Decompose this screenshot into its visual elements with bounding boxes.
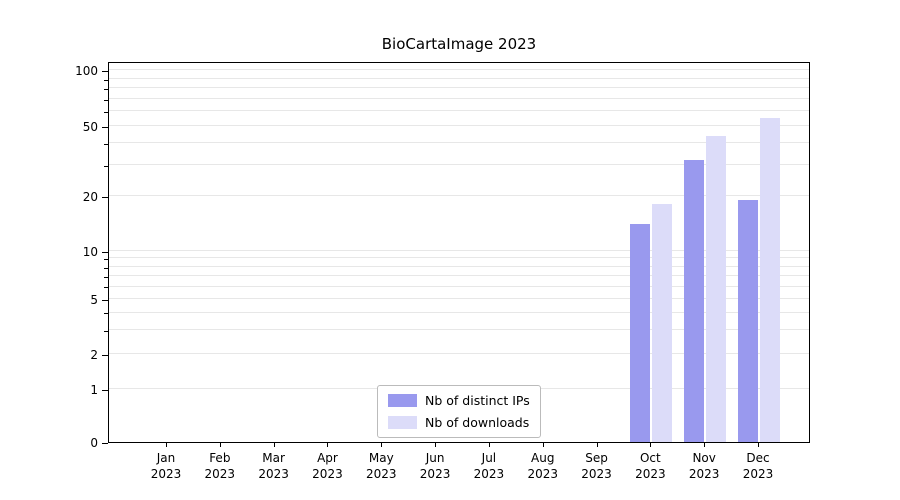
y-tick-label-50: 50 [82,120,98,135]
y-minor-tick-mark [104,330,108,332]
y-tick-label-2: 2 [90,347,98,362]
y-minor-tick-mark [104,89,108,91]
x-tick-mark [327,443,329,447]
gridline [109,69,809,71]
y-minor-tick-mark [104,166,108,168]
y-minor-tick-mark [104,112,108,114]
gridline [109,164,809,166]
x-tick-label-jan: Jan 2023 [150,451,182,481]
x-tick-mark [488,443,490,447]
x-tick-label-aug: Aug 2023 [527,451,558,481]
legend-label-downloads: Nb of downloads [425,415,530,430]
y-tick-mark [102,443,108,444]
y-tick-label-1: 1 [90,383,98,398]
x-tick-mark [273,443,275,447]
gridline [109,250,809,252]
bar-downloads-nov [706,135,727,442]
y-tick-mark [102,127,108,129]
gridline [109,110,809,112]
y-tick-mark [102,354,108,356]
x-tick-mark [166,443,167,447]
y-tick-mark [102,196,108,198]
bar-downloads-oct [652,204,673,442]
y-tick-mark [102,300,108,302]
x-tick-label-jul: Jul 2023 [473,451,505,481]
bar-distinct-ips-oct [630,224,651,442]
x-tick-label-nov: Nov 2023 [688,451,720,481]
y-minor-tick-mark [104,259,108,261]
legend-item-distinct-ips: Nb of distinct IPs [388,393,530,408]
gridline [109,274,809,276]
gridline [109,311,809,313]
y-tick-label-10: 10 [82,245,98,260]
gridline [109,257,809,259]
gridline [109,125,809,127]
gridline [109,97,809,99]
bar-downloads-dec [760,118,780,442]
x-tick-mark [381,443,383,447]
chart-title: BioCartaImage 2023 [381,35,537,53]
bar-distinct-ips-dec [738,199,758,442]
plot-area: Nb of distinct IPs Nb of downloads [108,62,810,443]
x-tick-label-may: May 2023 [365,451,397,481]
x-tick-mark [758,443,759,447]
gridline [109,77,809,79]
y-minor-tick-mark [104,144,108,146]
bar-distinct-ips-nov [684,160,705,442]
y-minor-tick-mark [104,276,108,278]
x-tick-mark [219,443,221,447]
legend-swatch-downloads [388,416,417,429]
x-tick-mark [704,443,706,447]
x-tick-mark [435,443,437,447]
x-tick-label-jun: Jun 2023 [419,451,451,481]
gridline [109,265,809,267]
x-tick-mark [650,443,652,447]
y-minor-tick-mark [104,287,108,289]
y-tick-mark [102,71,108,73]
x-tick-label-sep: Sep 2023 [581,451,612,481]
y-minor-tick-mark [104,267,108,269]
legend-label-distinct-ips: Nb of distinct IPs [425,393,530,408]
x-tick-mark [542,443,544,447]
x-tick-label-mar: Mar 2023 [258,451,289,481]
x-tick-label-apr: Apr 2023 [312,451,343,481]
gridline [109,285,809,287]
y-tick-label-5: 5 [90,293,98,308]
gridline [109,328,809,330]
legend: Nb of distinct IPs Nb of downloads [377,385,541,438]
y-minor-tick-mark [104,313,108,315]
x-tick-label-feb: Feb 2023 [204,451,236,481]
y-minor-tick-mark [104,79,108,81]
y-tick-mark [102,252,108,254]
legend-item-downloads: Nb of downloads [388,415,530,430]
x-tick-label-oct: Oct 2023 [635,451,666,481]
y-minor-tick-mark [104,99,108,101]
y-tick-label-100: 100 [75,64,98,79]
x-tick-mark [596,443,598,447]
x-tick-label-dec: Dec 2023 [742,451,774,481]
y-tick-label-0: 0 [90,436,98,450]
legend-swatch-distinct-ips [388,394,417,407]
gridline [109,142,809,144]
gridline [109,298,809,300]
gridline [109,353,809,354]
gridline [109,87,809,89]
y-tick-label-20: 20 [82,189,98,204]
gridline [109,194,809,196]
y-tick-mark [102,390,108,392]
